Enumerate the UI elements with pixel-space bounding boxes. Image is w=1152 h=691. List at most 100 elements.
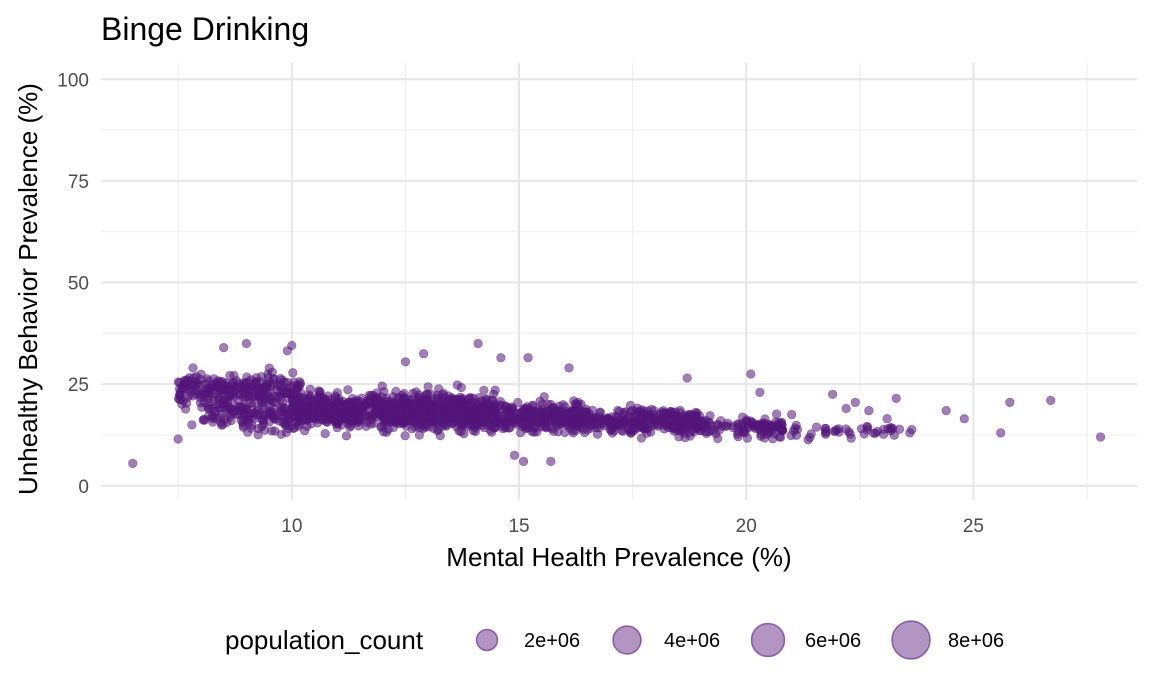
data-point bbox=[191, 371, 201, 382]
data-point bbox=[776, 424, 786, 434]
data-point bbox=[503, 413, 514, 423]
data-point bbox=[630, 411, 640, 421]
data-point bbox=[704, 418, 715, 429]
data-point bbox=[267, 426, 277, 436]
data-point bbox=[941, 406, 951, 416]
data-point bbox=[292, 395, 302, 405]
data-point bbox=[549, 410, 559, 420]
data-point bbox=[394, 409, 404, 419]
data-point bbox=[496, 407, 507, 417]
data-point bbox=[320, 429, 330, 439]
legend-title: population_count bbox=[225, 625, 424, 655]
data-point bbox=[183, 392, 193, 402]
data-point bbox=[241, 338, 251, 349]
data-point bbox=[564, 363, 574, 373]
data-point bbox=[862, 425, 872, 435]
y-tick-label: 0 bbox=[78, 477, 89, 498]
data-point bbox=[249, 392, 259, 402]
data-point bbox=[400, 431, 410, 441]
data-point bbox=[841, 403, 851, 414]
data-point bbox=[546, 456, 556, 467]
data-point bbox=[1046, 395, 1056, 406]
data-point bbox=[434, 416, 444, 426]
data-point bbox=[864, 406, 874, 416]
data-point bbox=[243, 399, 254, 409]
data-point bbox=[1095, 432, 1106, 442]
data-point bbox=[827, 389, 838, 399]
data-point bbox=[199, 414, 209, 425]
data-point bbox=[594, 412, 604, 422]
y-tick-label: 25 bbox=[68, 375, 89, 396]
data-point bbox=[889, 430, 899, 440]
data-point bbox=[377, 381, 387, 391]
data-point bbox=[230, 386, 240, 396]
data-point bbox=[850, 397, 860, 408]
data-point bbox=[734, 419, 744, 430]
data-point bbox=[381, 427, 392, 437]
data-point bbox=[457, 418, 467, 428]
x-tick-label: 20 bbox=[736, 516, 757, 537]
data-point bbox=[282, 377, 292, 387]
data-point bbox=[530, 412, 540, 422]
data-point bbox=[343, 385, 353, 395]
data-point bbox=[253, 424, 263, 434]
x-axis-title: Mental Health Prevalence (%) bbox=[446, 542, 791, 572]
x-tick-label: 25 bbox=[963, 516, 984, 537]
data-point bbox=[195, 393, 205, 403]
data-point bbox=[238, 422, 248, 432]
data-point bbox=[473, 338, 483, 349]
data-point bbox=[383, 408, 393, 418]
data-point bbox=[381, 396, 391, 406]
data-point bbox=[400, 357, 411, 367]
data-point bbox=[653, 421, 663, 431]
data-point bbox=[330, 391, 340, 401]
data-point bbox=[560, 402, 570, 412]
data-point bbox=[173, 434, 183, 444]
data-point bbox=[675, 408, 686, 418]
data-point bbox=[306, 412, 316, 422]
legend-key-label: 6e+06 bbox=[805, 630, 861, 652]
data-point bbox=[447, 418, 457, 428]
data-point bbox=[266, 406, 276, 416]
data-point bbox=[361, 398, 371, 408]
data-point bbox=[352, 397, 362, 407]
legend: population_count 2e+06 4e+06 6e+06 8e+06 bbox=[225, 620, 1004, 660]
data-point bbox=[253, 410, 263, 420]
data-point bbox=[522, 402, 532, 412]
data-point bbox=[959, 414, 969, 424]
data-point bbox=[666, 409, 676, 419]
data-point bbox=[791, 420, 801, 430]
x-tick-label: 15 bbox=[508, 516, 529, 537]
data-point bbox=[811, 422, 822, 432]
data-point bbox=[755, 387, 765, 397]
data-point bbox=[297, 410, 307, 420]
legend-key-circle bbox=[612, 625, 642, 655]
data-point bbox=[188, 363, 198, 373]
data-point bbox=[218, 419, 228, 430]
data-point bbox=[216, 409, 227, 419]
data-point bbox=[435, 431, 445, 441]
data-point bbox=[562, 416, 572, 427]
data-point bbox=[905, 428, 915, 438]
data-point bbox=[481, 396, 492, 407]
data-point bbox=[341, 431, 352, 441]
y-tick-label: 50 bbox=[68, 274, 89, 295]
data-point bbox=[518, 456, 529, 467]
data-point bbox=[787, 410, 797, 420]
data-point bbox=[177, 385, 187, 395]
data-point bbox=[714, 425, 725, 435]
data-point bbox=[227, 404, 237, 414]
data-point bbox=[471, 420, 482, 431]
legend-key-label: 4e+06 bbox=[664, 630, 720, 652]
data-point bbox=[279, 388, 289, 398]
data-point bbox=[523, 353, 533, 363]
data-point bbox=[495, 396, 506, 407]
data-point bbox=[659, 415, 669, 426]
data-point bbox=[639, 406, 649, 416]
data-point bbox=[511, 408, 522, 418]
data-point bbox=[841, 424, 851, 434]
data-point bbox=[388, 422, 399, 433]
data-point bbox=[288, 368, 298, 378]
